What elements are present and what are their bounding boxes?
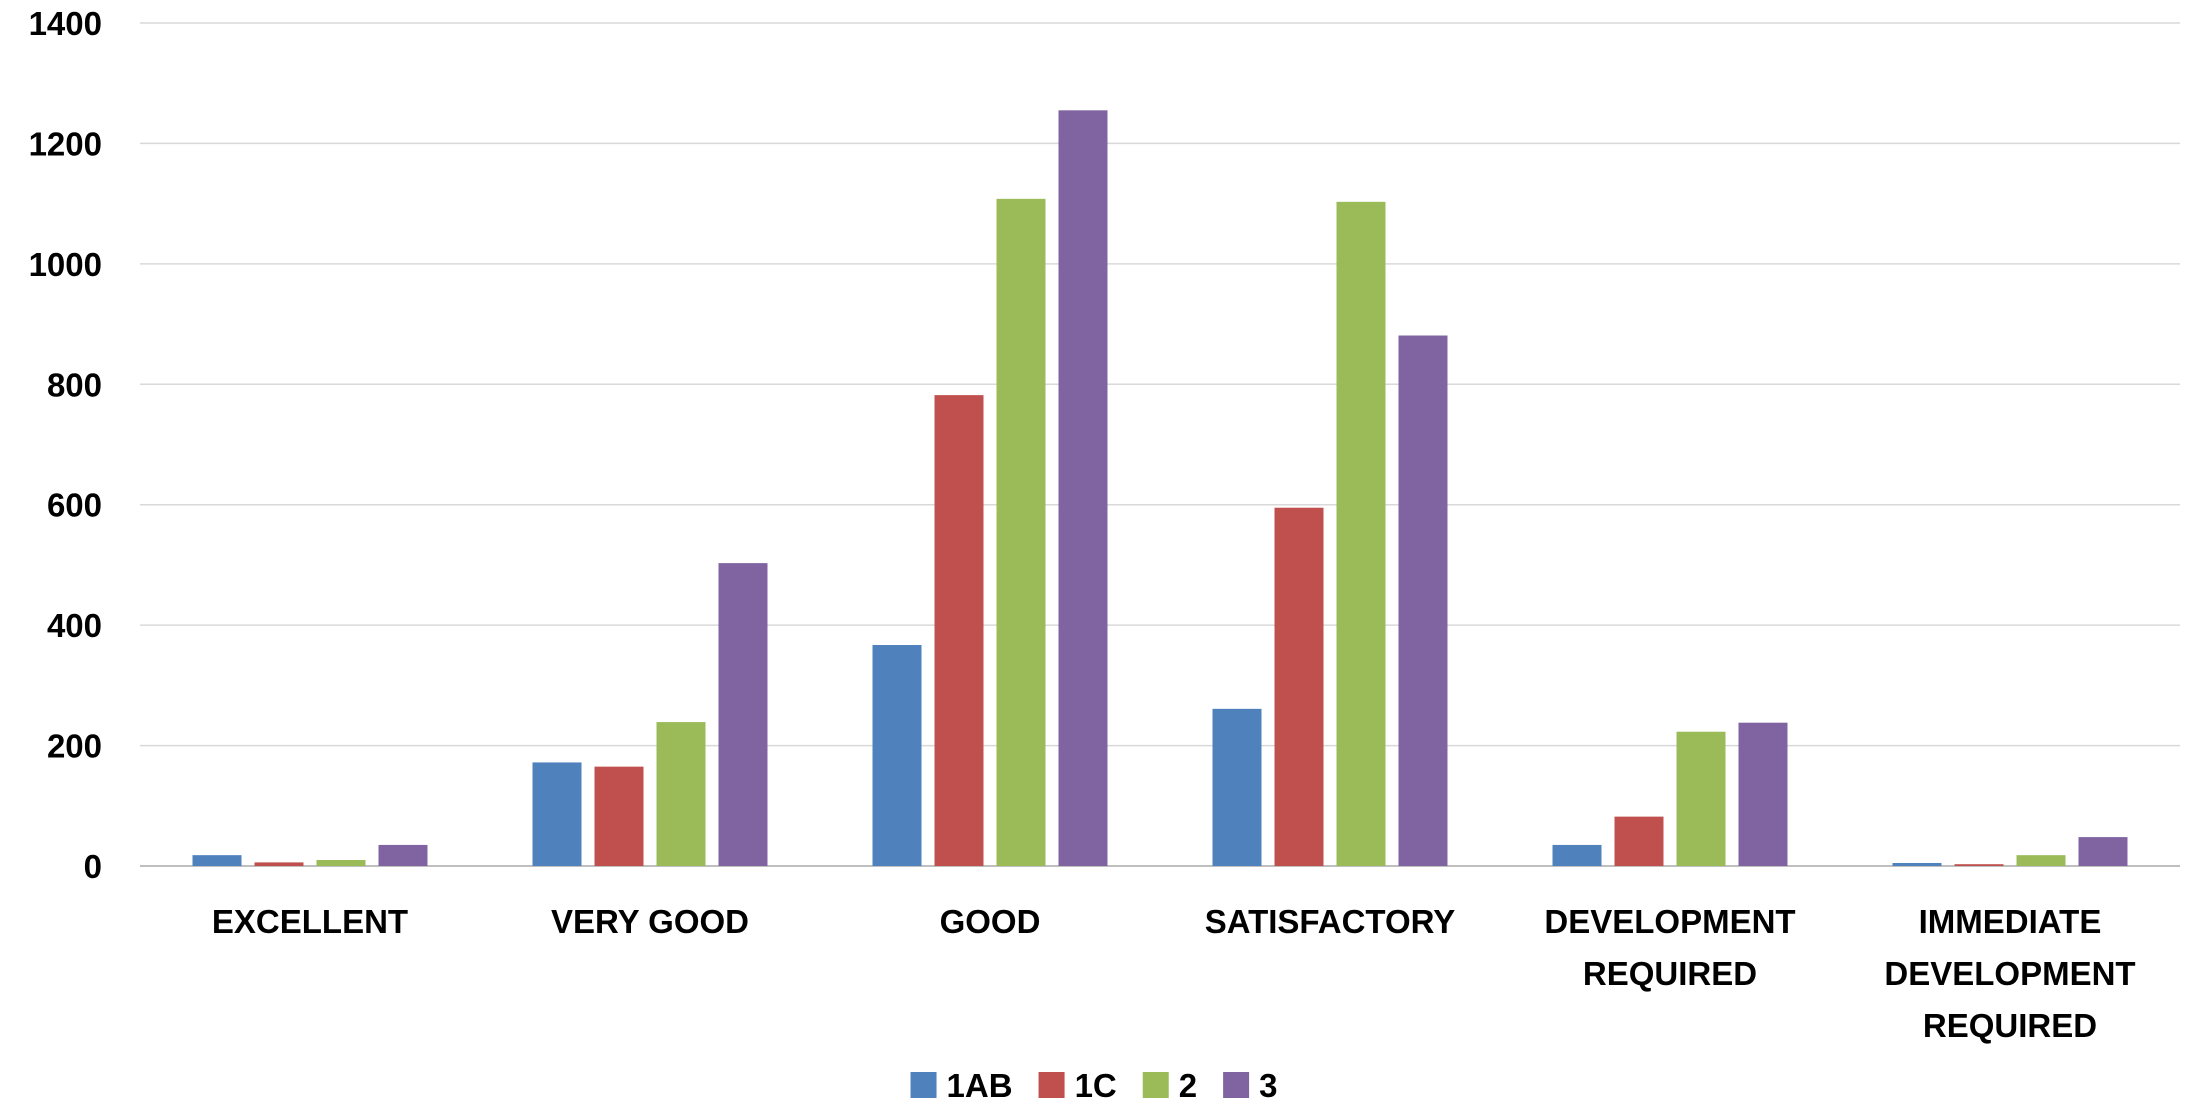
x-tick-label: GOOD — [940, 903, 1041, 940]
legend-swatch — [1142, 1072, 1169, 1098]
bar-3 — [378, 844, 428, 866]
x-tick-label: SATISFACTORY — [1205, 903, 1456, 940]
y-tick-label: 200 — [47, 728, 102, 765]
legend-item-1ab: 1AB — [910, 1067, 1013, 1104]
legend-label: 1C — [1075, 1067, 1117, 1104]
y-tick-label: 1200 — [29, 125, 102, 162]
bar-1ab — [872, 645, 922, 866]
bar-2 — [1676, 731, 1726, 866]
bar-1ab — [192, 855, 242, 866]
x-axis-labels: EXCELLENT VERY GOOD GOOD SATISFACTORY DEVELO… — [212, 903, 2136, 1044]
x-tick-label: REQUIRED — [1923, 1007, 2097, 1044]
legend-label: 3 — [1259, 1067, 1277, 1104]
bar-1ab — [532, 762, 582, 866]
bar-2 — [1336, 201, 1386, 866]
bar-1c — [1614, 816, 1664, 866]
bar-1c — [1274, 507, 1324, 866]
x-tick-label: VERY GOOD — [551, 903, 749, 940]
bar-3 — [1738, 722, 1788, 866]
legend-swatch — [910, 1072, 937, 1098]
bar-1c — [934, 395, 984, 866]
y-tick-label: 1000 — [29, 246, 102, 283]
y-tick-label: 600 — [47, 487, 102, 524]
legend-swatch — [1223, 1072, 1250, 1098]
legend: 1AB 1C 2 3 — [910, 1067, 1277, 1104]
bar-1c — [254, 862, 304, 866]
x-tick-label: DEVELOPMENT — [1884, 955, 2135, 992]
bar-1c — [1954, 864, 2004, 866]
bar-3 — [718, 563, 768, 866]
y-tick-label: 800 — [47, 366, 102, 403]
bar-3 — [1398, 335, 1448, 866]
bar-3 — [1058, 110, 1108, 866]
bar-2 — [316, 859, 366, 866]
y-axis-ticks: 0 200 400 600 800 1000 1200 1400 — [29, 5, 102, 885]
bar-1ab — [1892, 862, 1942, 866]
bar-2 — [2016, 855, 2066, 866]
y-tick-label: 1400 — [29, 5, 102, 42]
legend-item-3: 3 — [1223, 1067, 1277, 1104]
legend-label: 2 — [1179, 1067, 1197, 1104]
legend-item-1c: 1C — [1038, 1067, 1117, 1104]
legend-item-2: 2 — [1142, 1067, 1197, 1104]
legend-swatch — [1038, 1072, 1065, 1098]
x-tick-label: REQUIRED — [1583, 955, 1757, 992]
y-tick-label: 0 — [84, 848, 102, 885]
legend-label: 1AB — [947, 1067, 1013, 1104]
bar-1ab — [1552, 844, 1602, 866]
bar-3 — [2078, 837, 2128, 866]
bars — [192, 110, 2128, 867]
x-tick-label: IMMEDIATE — [1919, 903, 2102, 940]
y-tick-label: 400 — [47, 607, 102, 644]
x-tick-label: EXCELLENT — [212, 903, 408, 940]
bar-1c — [594, 766, 644, 866]
bar-2 — [656, 722, 706, 866]
bar-2 — [996, 198, 1046, 867]
x-tick-label: DEVELOPMENT — [1544, 903, 1795, 940]
bar-1ab — [1212, 708, 1262, 866]
gridlines — [140, 22, 2180, 867]
